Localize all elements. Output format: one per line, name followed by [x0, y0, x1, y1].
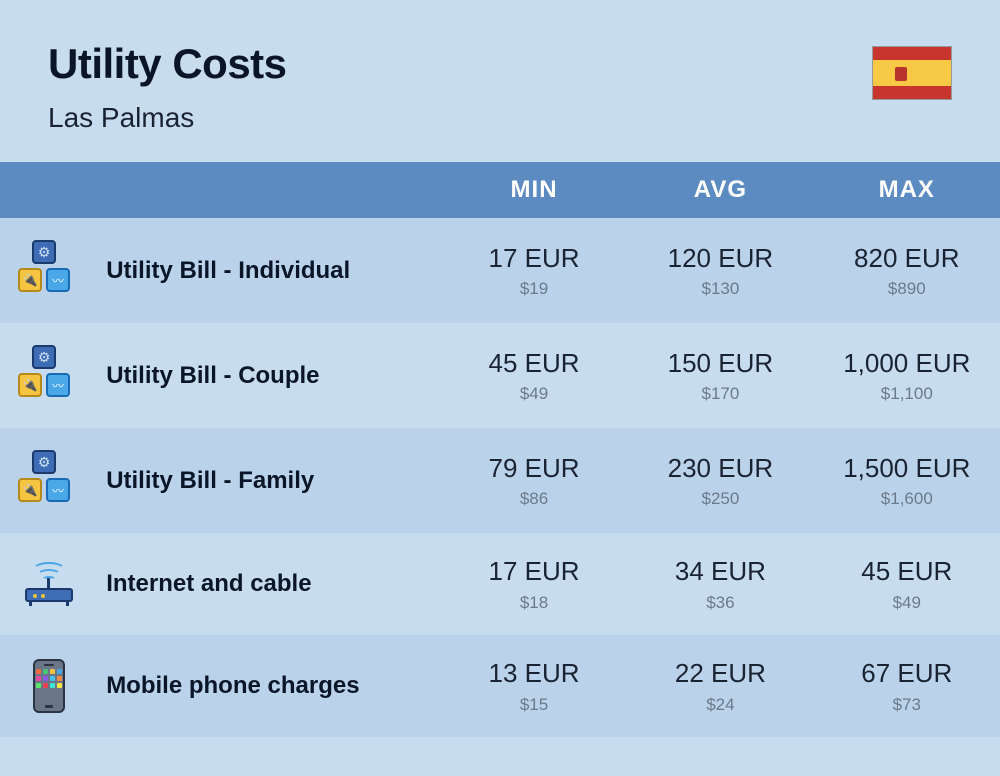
avg-cell: 150 EUR $170 — [627, 323, 813, 428]
icon-cell — [0, 635, 98, 737]
max-usd: $73 — [822, 695, 992, 715]
avg-usd: $250 — [635, 489, 805, 509]
row-label: Mobile phone charges — [98, 635, 441, 737]
row-label: Utility Bill - Individual — [98, 218, 441, 323]
icon-cell — [0, 533, 98, 635]
phone-icon — [18, 658, 80, 714]
avg-eur: 34 EUR — [635, 555, 805, 589]
max-usd: $1,100 — [822, 384, 992, 404]
header: Utility Costs Las Palmas — [0, 0, 1000, 162]
row-label: Utility Bill - Family — [98, 428, 441, 533]
spain-flag-icon — [872, 46, 952, 100]
table-row: Utility Bill - Individual17 EUR $19 120 EU… — [0, 218, 1000, 323]
min-cell: 13 EUR $15 — [441, 635, 627, 737]
max-eur: 45 EUR — [822, 555, 992, 589]
utility-icon — [18, 345, 80, 401]
title-block: Utility Costs Las Palmas — [48, 40, 287, 134]
max-usd: $49 — [822, 593, 992, 613]
min-usd: $15 — [449, 695, 619, 715]
avg-eur: 230 EUR — [635, 452, 805, 486]
avg-cell: 22 EUR $24 — [627, 635, 813, 737]
costs-table: MIN AVG MAX Utility Bill - Individual17 … — [0, 162, 1000, 737]
max-eur: 1,500 EUR — [822, 452, 992, 486]
col-min: MIN — [441, 162, 627, 218]
col-avg: AVG — [627, 162, 813, 218]
min-eur: 17 EUR — [449, 555, 619, 589]
avg-eur: 150 EUR — [635, 347, 805, 381]
min-cell: 17 EUR $18 — [441, 533, 627, 635]
min-cell: 17 EUR $19 — [441, 218, 627, 323]
avg-usd: $170 — [635, 384, 805, 404]
min-eur: 13 EUR — [449, 657, 619, 691]
icon-cell — [0, 323, 98, 428]
min-cell: 79 EUR $86 — [441, 428, 627, 533]
icon-cell — [0, 428, 98, 533]
avg-cell: 34 EUR $36 — [627, 533, 813, 635]
row-label: Utility Bill - Couple — [98, 323, 441, 428]
avg-cell: 230 EUR $250 — [627, 428, 813, 533]
min-eur: 17 EUR — [449, 242, 619, 276]
max-cell: 1,500 EUR $1,600 — [814, 428, 1000, 533]
min-usd: $49 — [449, 384, 619, 404]
min-eur: 79 EUR — [449, 452, 619, 486]
page-title: Utility Costs — [48, 40, 287, 88]
icon-cell — [0, 218, 98, 323]
table-header-row: MIN AVG MAX — [0, 162, 1000, 218]
router-icon — [18, 556, 80, 612]
min-eur: 45 EUR — [449, 347, 619, 381]
table-row: Utility Bill - Family79 EUR $86 230 EUR $25… — [0, 428, 1000, 533]
avg-eur: 120 EUR — [635, 242, 805, 276]
max-cell: 45 EUR $49 — [814, 533, 1000, 635]
max-eur: 820 EUR — [822, 242, 992, 276]
min-usd: $18 — [449, 593, 619, 613]
avg-cell: 120 EUR $130 — [627, 218, 813, 323]
max-cell: 67 EUR $73 — [814, 635, 1000, 737]
table-row: Mobile phone charges13 EUR $15 22 EUR $24 67… — [0, 635, 1000, 737]
min-cell: 45 EUR $49 — [441, 323, 627, 428]
row-label: Internet and cable — [98, 533, 441, 635]
col-max: MAX — [814, 162, 1000, 218]
utility-icon — [18, 240, 80, 296]
max-cell: 1,000 EUR $1,100 — [814, 323, 1000, 428]
avg-usd: $36 — [635, 593, 805, 613]
col-label — [98, 162, 441, 218]
max-usd: $1,600 — [822, 489, 992, 509]
avg-usd: $130 — [635, 279, 805, 299]
table-row: Utility Bill - Couple45 EUR $49 150 EUR $17… — [0, 323, 1000, 428]
utility-icon — [18, 450, 80, 506]
max-eur: 1,000 EUR — [822, 347, 992, 381]
avg-eur: 22 EUR — [635, 657, 805, 691]
table-row: Internet and cable17 EUR $18 34 EUR $36 45 E… — [0, 533, 1000, 635]
max-eur: 67 EUR — [822, 657, 992, 691]
page-subtitle: Las Palmas — [48, 102, 287, 134]
min-usd: $86 — [449, 489, 619, 509]
avg-usd: $24 — [635, 695, 805, 715]
max-cell: 820 EUR $890 — [814, 218, 1000, 323]
min-usd: $19 — [449, 279, 619, 299]
max-usd: $890 — [822, 279, 992, 299]
col-icon — [0, 162, 98, 218]
